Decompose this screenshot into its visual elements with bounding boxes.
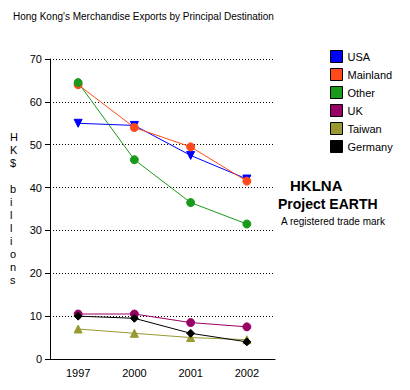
svg-text:Germany: Germany (348, 141, 394, 153)
svg-text:K: K (10, 144, 18, 156)
svg-text:n: n (10, 261, 16, 273)
svg-text:i: i (10, 235, 12, 247)
svg-text:Project EARTH: Project EARTH (278, 196, 378, 212)
svg-text:0: 0 (36, 353, 42, 365)
svg-text:70: 70 (30, 53, 42, 65)
svg-text:i: i (10, 196, 12, 208)
svg-text:USA: USA (348, 51, 371, 63)
svg-text:Mainland: Mainland (348, 69, 393, 81)
svg-text:l: l (10, 209, 12, 221)
svg-text:UK: UK (348, 105, 364, 117)
svg-text:A registered trade mark: A registered trade mark (281, 216, 386, 227)
svg-text:H: H (10, 131, 18, 143)
svg-text:Hong Kong's Merchandise Export: Hong Kong's Merchandise Exports by Princ… (13, 11, 274, 22)
svg-text:l: l (10, 222, 12, 234)
svg-text:40: 40 (30, 182, 42, 194)
svg-text:30: 30 (30, 224, 42, 236)
svg-text:60: 60 (30, 96, 42, 108)
svg-text:o: o (10, 248, 16, 260)
svg-text:HKLNA: HKLNA (290, 177, 343, 194)
svg-text:2001: 2001 (178, 367, 202, 379)
svg-text:2000: 2000 (122, 367, 146, 379)
svg-text:20: 20 (30, 267, 42, 279)
svg-text:2002: 2002 (235, 367, 259, 379)
svg-text:Taiwan: Taiwan (348, 123, 382, 135)
svg-text:Other: Other (348, 87, 376, 99)
svg-text:b: b (10, 183, 16, 195)
svg-text:10: 10 (30, 310, 42, 322)
svg-text:50: 50 (30, 139, 42, 151)
svg-text:$: $ (10, 157, 16, 169)
svg-text:s: s (10, 274, 16, 286)
svg-text:1997: 1997 (66, 367, 90, 379)
